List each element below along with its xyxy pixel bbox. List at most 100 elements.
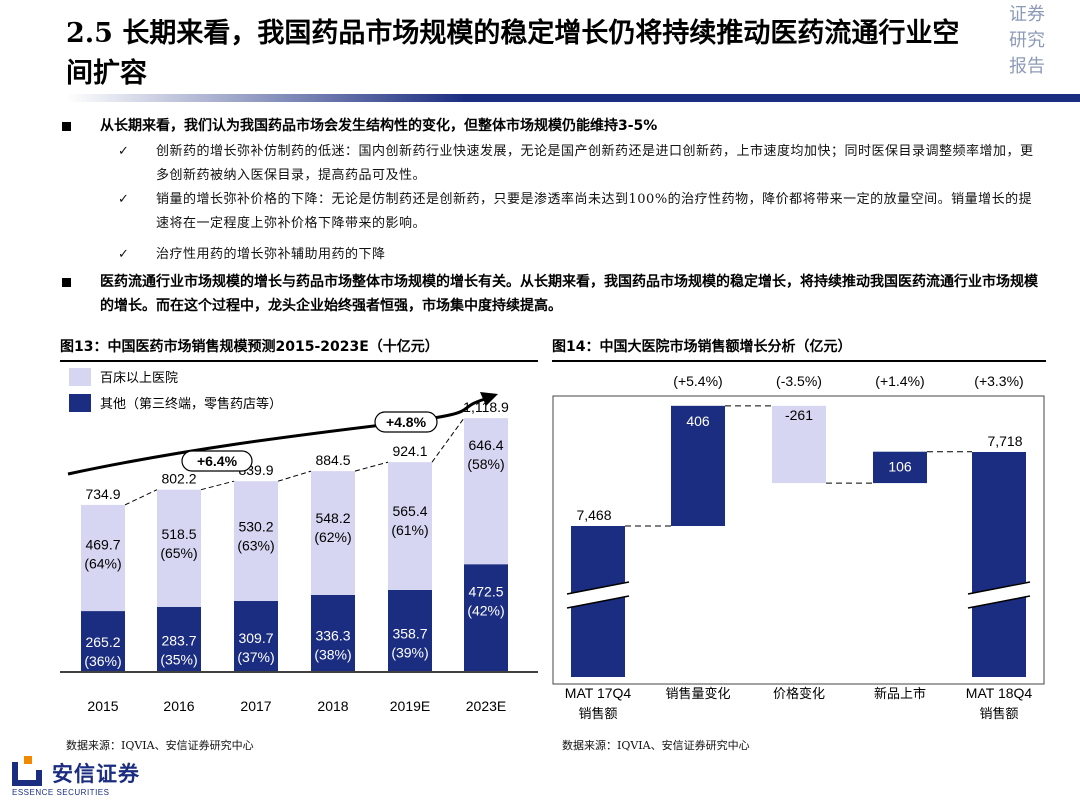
total-connector-line xyxy=(354,461,389,472)
data-label-other-share: (37%) xyxy=(237,649,274,665)
bullet-text: 医药流通行业市场规模的增长与药品市场整体市场规模的增长有关。从长期来看，我国药品… xyxy=(100,274,1038,314)
header-divider-fade xyxy=(66,94,466,102)
growth-trend-arrow xyxy=(67,397,486,476)
bar-segment-other xyxy=(311,594,355,671)
data-label-hospitals-share: (65%) xyxy=(160,545,197,561)
sub-bullet-point: ✓ 创新药的增长弥补仿制药的低迷：国内创新药行业快速发展，无论是国产创新药还是进… xyxy=(118,140,1038,188)
data-label-other-value: 358.7 xyxy=(392,626,427,642)
x-tick-label: 2023E xyxy=(466,698,506,714)
bar-segment-hospitals xyxy=(157,489,201,607)
growth-bubble xyxy=(181,450,253,472)
waterfall-bar-increase xyxy=(671,405,725,526)
bar-segment-other xyxy=(157,606,201,671)
plot-area-border xyxy=(552,395,1045,685)
sub-bullet-point: ✓ 销量的增长弥补价格的下降：无论是仿制药还是创新药，只要是渗透率尚未达到100… xyxy=(118,188,1038,236)
data-label-hospitals-share: (61%) xyxy=(391,522,428,538)
legend-label-hospitals: 百床以上医院 xyxy=(100,371,178,386)
data-label-other-value: 336.3 xyxy=(315,628,350,644)
total-connector-line xyxy=(124,489,158,506)
square-bullet-icon xyxy=(62,278,71,287)
waterfall-bar-increase xyxy=(873,451,927,484)
waterfall-value-label: 106 xyxy=(888,459,912,475)
total-connector-line xyxy=(431,417,465,463)
waterfall-value-label: 7,468 xyxy=(576,507,611,523)
data-label-other-share: (35%) xyxy=(160,651,197,667)
data-label-other-share: (39%) xyxy=(391,645,428,661)
bar-segment-other xyxy=(464,564,508,671)
sub-bullet-text: 治疗性用药的增长弥补辅助用药的下降 xyxy=(156,247,386,262)
waterfall-value-label: -261 xyxy=(785,407,813,423)
bullet-text: 从长期来看，我们认为我国药品市场会发生结构性的变化，但整体市场规模仍能维持3-5… xyxy=(100,118,658,134)
x-tick-label: 销售量变化 xyxy=(665,686,730,702)
data-label-hospitals-share: (58%) xyxy=(467,456,504,472)
figure-13-source: 数据来源：IQVIA、安信证券研究中心 xyxy=(66,739,254,752)
figure-14-rule xyxy=(552,360,1046,362)
page-title: 2.5 长期来看，我国药品市场规模的稳定增长仍将持续推动医药流通行业空间扩容 xyxy=(66,18,960,89)
waterfall-bar-total xyxy=(972,452,1026,677)
data-label-other-value: 265.2 xyxy=(85,634,120,650)
x-tick-label: 销售额 xyxy=(979,706,1018,722)
growth-arrowhead-icon xyxy=(480,392,498,406)
square-bullet-icon xyxy=(62,122,71,131)
data-label-total: 802.2 xyxy=(161,471,196,487)
data-label-hospitals-value: 548.2 xyxy=(315,510,350,526)
axis-break-line xyxy=(566,595,630,609)
x-tick-label: MAT 18Q4 xyxy=(966,685,1033,701)
data-label-hospitals-value: 530.2 xyxy=(238,519,273,535)
x-tick-label: 价格变化 xyxy=(773,686,825,702)
x-tick-label: 2017 xyxy=(240,698,271,714)
axis-break-line xyxy=(566,581,630,595)
bar-segment-other xyxy=(388,589,432,671)
figure-13-title: 图13：中国医药市场销售规模预测2015-2023E（十亿元） xyxy=(60,339,439,355)
data-label-other-value: 472.5 xyxy=(468,583,503,599)
bar-segment-other xyxy=(234,601,278,671)
logo-english-name: ESSENCE SECURITIES xyxy=(12,788,110,797)
sub-bullet-text: 创新药的增长弥补仿制药的低迷：国内创新药行业快速发展，无论是国产创新药还是进口创… xyxy=(156,144,1034,183)
checkmark-icon: ✓ xyxy=(118,144,129,159)
growth-label: (-3.5%) xyxy=(776,373,822,389)
checkmark-icon: ✓ xyxy=(118,192,129,207)
data-label-hospitals-value: 469.7 xyxy=(85,536,120,552)
bar-segment-hospitals xyxy=(464,418,508,565)
total-connector-line xyxy=(277,470,312,482)
x-tick-label: 2018 xyxy=(317,698,348,714)
bar-segment-other xyxy=(81,611,125,671)
report-stamp-line: 证券 xyxy=(1009,4,1045,25)
bullet-point: 医药流通行业市场规模的增长与药品市场整体市场规模的增长有关。从长期来看，我国药品… xyxy=(62,270,1042,318)
bar-segment-hospitals xyxy=(311,471,355,595)
company-logo: 安信证券 ESSENCE SECURITIES xyxy=(8,756,168,806)
x-tick-label: MAT 17Q4 xyxy=(565,685,632,701)
x-tick-label: 销售额 xyxy=(578,706,617,722)
data-label-total: 734.9 xyxy=(85,486,120,502)
sub-bullet-text: 销量的增长弥补价格的下降：无论是仿制药还是创新药，只要是渗透率尚未达到100%的… xyxy=(156,192,1033,231)
report-stamp: 证券 研究 报告 xyxy=(1000,2,1054,80)
report-stamp-line: 报告 xyxy=(1009,56,1045,77)
sub-bullet-point: ✓ 治疗性用药的增长弥补辅助用药的下降 xyxy=(118,243,1038,267)
figure-14-source: 数据来源：IQVIA、安信证券研究中心 xyxy=(562,739,750,752)
total-connector-line xyxy=(200,480,235,491)
growth-label: (+5.4%) xyxy=(673,373,722,389)
growth-label: (+3.3%) xyxy=(974,373,1023,389)
waterfall-value-label: 7,718 xyxy=(987,433,1022,449)
growth-annotation: +4.8% xyxy=(386,414,427,430)
bar-segment-hospitals xyxy=(81,504,125,612)
data-label-hospitals-share: (63%) xyxy=(237,538,274,554)
axis-break-gap xyxy=(569,581,627,609)
axis-break-line xyxy=(967,581,1031,595)
growth-label: (+1.4%) xyxy=(875,373,924,389)
growth-bubble xyxy=(374,411,438,433)
data-label-hospitals-share: (62%) xyxy=(314,529,351,545)
growth-annotation: +6.4% xyxy=(197,453,238,469)
figure-13-rule xyxy=(60,360,538,362)
waterfall-bar-decrease xyxy=(772,405,826,484)
data-label-total: 924.1 xyxy=(392,443,427,459)
data-label-total: 884.5 xyxy=(315,452,350,468)
checkmark-icon: ✓ xyxy=(118,247,129,262)
data-label-hospitals-value: 518.5 xyxy=(161,526,196,542)
hospital-sales-waterfall-chart: (+5.4%) (-3.5%) (+1.4%) (+3.3%) 7,468 406 -261… xyxy=(552,373,1045,722)
axis-break-gap xyxy=(970,581,1028,608)
logo-mark-icon xyxy=(12,756,42,786)
data-label-hospitals-share: (64%) xyxy=(84,555,121,571)
data-label-other-share: (38%) xyxy=(314,647,351,663)
